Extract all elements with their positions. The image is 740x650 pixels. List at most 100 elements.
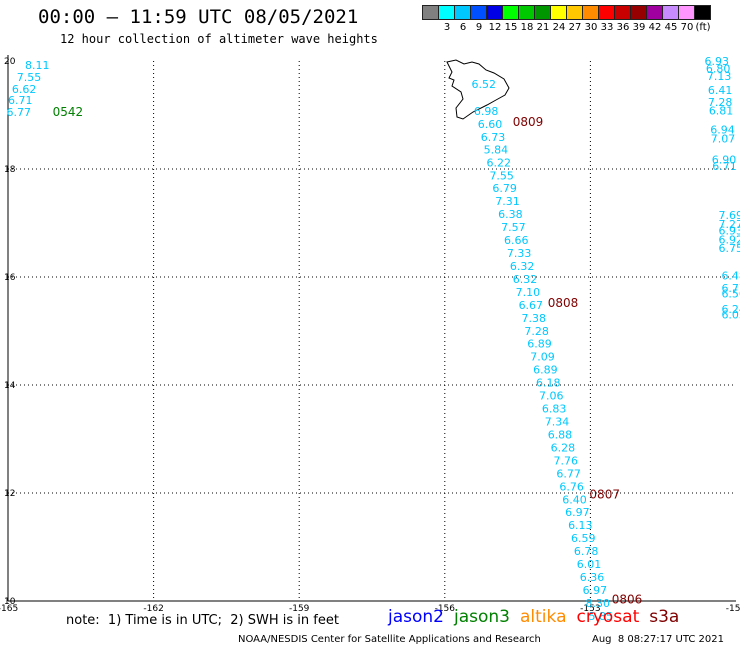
wave-height-point: 6.48 [721, 270, 740, 283]
color-scale-label: 21 [536, 22, 550, 33]
x-tick-label: -165 [0, 604, 18, 614]
wave-height-point: 6.41 [708, 84, 733, 97]
pass-time-label: 0808 [548, 296, 579, 310]
wave-height-point: 6.90 [712, 154, 737, 167]
wave-height-point: 6.40 [562, 493, 587, 506]
y-tick-label: 18 [4, 165, 16, 175]
color-scale-label: 36 [616, 22, 630, 33]
color-scale-label: 70 [680, 22, 694, 33]
wave-height-point: 6.13 [568, 519, 593, 532]
color-scale-label: 39 [632, 22, 646, 33]
wave-height-point: 6.71 [712, 160, 737, 173]
wave-height-point: 6.83 [542, 403, 567, 416]
wave-height-point: 6.94 [710, 123, 735, 136]
wave-height-point: 7.38 [521, 312, 546, 325]
chart-title: 00:00 – 11:59 UTC 08/05/2021 [38, 6, 359, 28]
x-tick-label: -162 [143, 604, 163, 614]
wave-height-point: 7.09 [530, 351, 555, 364]
color-scale-label: (ft) [695, 22, 711, 33]
credit-line: NOAA/NESDIS Center for Satellite Applica… [238, 634, 541, 645]
y-tick-label: 14 [4, 381, 16, 391]
x-tick-label: -153 [580, 604, 600, 614]
y-tick-label: 12 [4, 489, 15, 499]
pass-time-label: 0806 [612, 593, 643, 607]
legend-item-jason2: jason2 [388, 607, 444, 627]
hawaii-island-outline [446, 59, 510, 120]
wave-height-point: 6.92 [719, 234, 740, 247]
wave-height-point: 6.24 [721, 303, 740, 316]
wave-height-point: 6.59 [571, 532, 596, 545]
wave-height-point: 6.97 [583, 584, 608, 597]
wave-height-point: 7.10 [516, 286, 541, 299]
wave-height-point: 6.93 [719, 224, 740, 237]
y-tick-label: 20 [4, 57, 16, 67]
wave-height-point: 6.71 [8, 94, 33, 107]
wave-height-values: 8.117.556.626.716.776.526.986.606.735.84… [7, 55, 740, 623]
wave-height-point: 6.73 [481, 131, 506, 144]
wave-height-point: 6.36 [580, 571, 605, 584]
wave-height-point: 6.52 [471, 78, 496, 91]
wave-height-point: 7.07 [711, 133, 736, 146]
wave-height-point: 6.80 [706, 62, 731, 75]
wave-height-point: 6.78 [574, 545, 599, 558]
color-scale-label: 42 [648, 22, 662, 33]
wave-height-point: 7.76 [554, 454, 579, 467]
wave-height-point: 6.77 [556, 467, 581, 480]
map-grid [7, 55, 736, 602]
wave-height-point: 7.27 [719, 218, 740, 231]
generated-timestamp: Aug 8 08:27:17 UTC 2021 [592, 634, 724, 645]
x-tick-label: -159 [289, 604, 310, 614]
color-scale-label: 3 [443, 22, 451, 33]
footnote: note: 1) Time is in UTC; 2) SWH is in fe… [66, 613, 339, 628]
color-scale-label: 27 [568, 22, 582, 33]
chart-subtitle: 12 hour collection of altimeter wave hei… [60, 32, 378, 46]
wave-height-point: 7.34 [545, 416, 570, 429]
wave-height-point: 6.62 [12, 83, 37, 96]
wave-height-point: 6.89 [527, 338, 552, 351]
wave-height-point: 6.89 [533, 364, 558, 377]
x-tick-label: -150 [726, 604, 740, 614]
wave-height-point: 7.69 [719, 209, 740, 222]
color-scale-label: 15 [504, 22, 518, 33]
color-scale-label: 18 [520, 22, 534, 33]
wave-height-point: 6.93 [704, 55, 729, 68]
wave-height-point: 6.79 [492, 182, 517, 195]
wave-height-point: 7.33 [507, 247, 532, 260]
x-tick-label: -156 [435, 604, 456, 614]
wave-height-point: 6.88 [548, 428, 573, 441]
y-tick-label: 10 [4, 597, 16, 607]
wave-height-point: 6.03 [721, 309, 740, 322]
wave-height-point: 6.67 [519, 299, 544, 312]
wave-height-point: 7.06 [539, 390, 564, 403]
axis-labels: -165 -162 -159 -156 -153 -150 20 18 16 14 12 10 [0, 57, 740, 614]
wave-height-point: 6.77 [721, 282, 740, 295]
wave-height-point: 6.76 [559, 480, 584, 493]
wave-height-point: 8.11 [25, 59, 49, 72]
y-tick-label: 16 [4, 273, 16, 283]
color-scale-label: 33 [600, 22, 614, 33]
wave-height-point: 5.85 [588, 610, 613, 623]
color-scale-label: 9 [475, 22, 483, 33]
wave-height-point: 6.66 [504, 234, 529, 247]
wave-height-point: 5.84 [484, 143, 509, 156]
wave-height-point: 7.55 [17, 71, 42, 84]
wave-height-point: 6.81 [709, 104, 734, 117]
legend-item-jason3: jason3 [454, 607, 510, 627]
wave-height-point: 6.28 [551, 441, 576, 454]
pass-time-label: 0809 [513, 115, 544, 129]
pass-time-markers: 0542080908080807080602020202 [53, 105, 643, 607]
color-scale-label: 6 [459, 22, 467, 33]
wave-height-point: 6.32 [513, 273, 538, 286]
color-scale-label: 30 [584, 22, 598, 33]
wave-height-point: 6.98 [474, 105, 499, 118]
wave-height-point: 6.75 [719, 242, 740, 255]
wave-height-point: 6.60 [478, 118, 503, 131]
wave-height-point: 7.13 [707, 70, 732, 83]
wave-height-point: 6.97 [565, 506, 590, 519]
pass-time-label: 0807 [589, 487, 620, 501]
wave-height-point: 6.56 [721, 288, 740, 301]
wave-height-point: 7.57 [501, 221, 525, 234]
color-scale-bar [422, 5, 711, 20]
legend-item-cryosat: cryosat [576, 607, 640, 627]
